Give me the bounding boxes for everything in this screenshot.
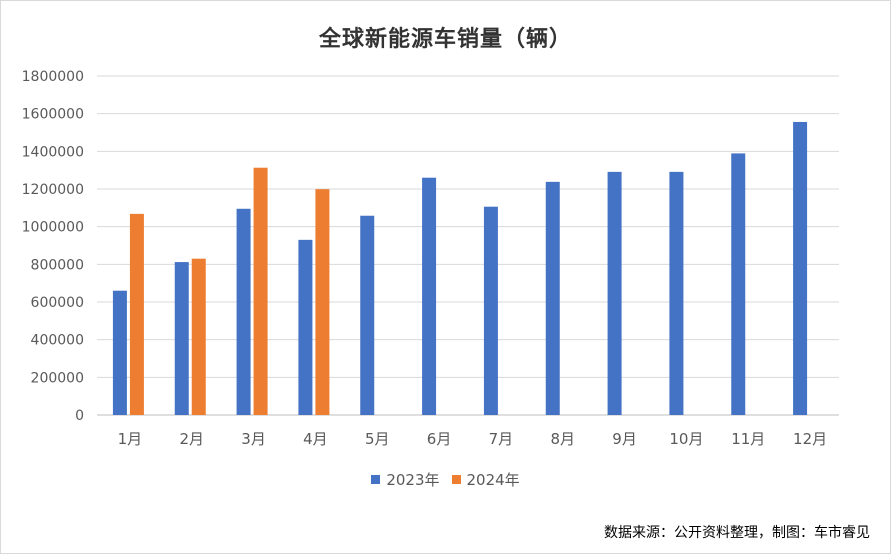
- grid-layer: [97, 75, 839, 416]
- x-tick-label: 5月: [365, 430, 390, 448]
- y-tick-label: 400000: [31, 333, 84, 349]
- x-tick-label: 12月: [793, 430, 827, 448]
- x-axis-ticks: 1月 2月 3月 4月 5月 6月 7月 8月 9月 10月 11月 12月: [118, 430, 827, 448]
- bar-series-1: [545, 181, 560, 415]
- y-axis-ticks: 0 200000 400000 600000 800000 1000000 1200000 1…: [22, 69, 84, 424]
- legend-label: 2023年: [386, 471, 440, 489]
- legend-label: 2024年: [466, 471, 520, 489]
- bar-series-2: [253, 167, 268, 415]
- y-tick-label: 600000: [31, 295, 84, 311]
- legend-item: 2023年: [371, 469, 440, 490]
- bar-series-1: [174, 262, 189, 415]
- bar-series-2: [129, 213, 144, 415]
- y-tick-label: 1400000: [22, 144, 84, 160]
- x-tick-label: 11月: [731, 430, 765, 448]
- bars-layer: [112, 121, 808, 415]
- legend-swatch: [451, 475, 461, 484]
- bar-series-1: [236, 208, 251, 415]
- x-tick-label: 10月: [669, 430, 703, 448]
- bar-series-1: [793, 121, 808, 415]
- chart-title: 全球新能源车销量（辆）: [318, 26, 572, 52]
- legend-swatch: [371, 475, 381, 484]
- bar-series-2: [191, 258, 206, 415]
- y-tick-label: 200000: [31, 370, 84, 386]
- bar-series-2: [315, 189, 330, 415]
- bar-series-1: [360, 215, 375, 415]
- bar-series-1: [483, 206, 498, 415]
- x-tick-label: 2月: [179, 430, 204, 448]
- source-note: 数据来源：公开资料整理，制图：车市睿见: [604, 525, 870, 541]
- bar-series-1: [112, 290, 127, 415]
- legend: 2023年 2024年: [1, 469, 890, 490]
- y-tick-label: 1200000: [22, 182, 84, 198]
- y-tick-label: 1600000: [22, 107, 84, 123]
- x-tick-label: 1月: [118, 430, 143, 448]
- y-tick-label: 800000: [31, 257, 84, 273]
- x-tick-label: 6月: [427, 430, 452, 448]
- bar-series-1: [607, 171, 622, 415]
- y-tick-label: 1800000: [22, 69, 84, 85]
- legend-item: 2024年: [451, 469, 520, 490]
- x-tick-label: 9月: [612, 430, 637, 448]
- bar-series-1: [298, 239, 313, 415]
- bar-series-1: [669, 171, 684, 415]
- bar-series-1: [731, 153, 746, 415]
- x-tick-label: 4月: [303, 430, 328, 448]
- y-tick-label: 1000000: [22, 220, 84, 236]
- x-tick-label: 8月: [550, 430, 575, 448]
- y-tick-label: 0: [75, 408, 84, 424]
- bar-series-1: [422, 177, 437, 415]
- x-tick-label: 3月: [241, 430, 266, 448]
- x-tick-label: 7月: [489, 430, 514, 448]
